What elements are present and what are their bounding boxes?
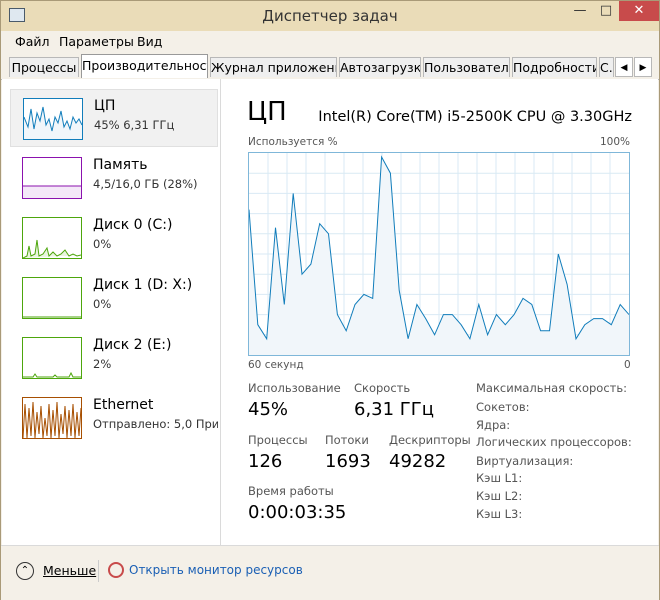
tab-users[interactable]: Пользователи xyxy=(423,57,510,77)
menu-options[interactable]: Параметры xyxy=(59,34,134,49)
resource-list: ЦП 45% 6,31 ГГц Память 4,5/16,0 ГБ (28%) xyxy=(2,79,221,545)
fewer-details-icon[interactable]: ⌃ xyxy=(16,562,34,580)
resource-disk-2-sub: 2% xyxy=(93,357,112,371)
resource-memory-name: Память xyxy=(93,157,148,173)
resource-cpu-name: ЦП xyxy=(94,98,116,114)
cpu-thumbnail-graph xyxy=(23,98,83,140)
resource-ethernet-sub: Отправлено: 5,0 Принято xyxy=(93,417,218,431)
usage-value: 45% xyxy=(248,399,289,420)
graph-bottom-right-label: 0 xyxy=(624,359,631,371)
tab-scroll-left-button[interactable]: ◀ xyxy=(615,57,633,77)
tab-app-history[interactable]: Журнал приложений xyxy=(210,57,337,77)
graph-bottom-left-label: 60 секунд xyxy=(248,359,304,371)
resource-disk-0-sub: 0% xyxy=(93,237,112,251)
fewer-details-button[interactable]: Меньше xyxy=(43,563,97,578)
resource-disk-1-name: Диск 1 (D: X:) xyxy=(93,277,193,293)
cpu-detail-pane: ЦП Intel(R) Core(TM) i5-2500K CPU @ 3.30… xyxy=(221,79,658,545)
resource-cpu-sub: 45% 6,31 ГГц xyxy=(94,118,175,132)
disk-2-thumbnail-graph xyxy=(22,337,82,379)
cpu-model-name: Intel(R) Core(TM) i5-2500K CPU @ 3.30GHz xyxy=(318,109,632,125)
cpu-usage-graph xyxy=(248,152,630,356)
disk-0-thumbnail-graph xyxy=(22,217,82,259)
graph-top-left-label: Используется % xyxy=(248,136,338,148)
separator xyxy=(98,560,99,582)
l1-cache-label: Кэш L1: xyxy=(476,471,523,485)
threads-label: Потоки xyxy=(325,433,369,447)
speed-label: Скорость xyxy=(354,381,411,395)
handles-value: 49282 xyxy=(389,451,447,472)
tab-scroll-right-button[interactable]: ▶ xyxy=(634,57,652,77)
uptime-value: 0:00:03:35 xyxy=(248,502,347,523)
resource-ethernet-name: Ethernet xyxy=(93,397,154,413)
close-button[interactable]: ✕ xyxy=(619,1,659,21)
l3-cache-label: Кэш L3: xyxy=(476,507,523,521)
processes-value: 126 xyxy=(248,451,283,472)
uptime-label: Время работы xyxy=(248,484,334,498)
menu-file[interactable]: Файл xyxy=(15,34,50,49)
tab-services[interactable]: С... xyxy=(599,57,614,77)
resource-memory-sub: 4,5/16,0 ГБ (28%) xyxy=(93,177,198,191)
cpu-usage-line xyxy=(248,155,630,341)
tab-details[interactable]: Подробности xyxy=(512,57,597,77)
cpu-usage-graph-svg xyxy=(248,153,630,355)
resource-disk-0-name: Диск 0 (C:) xyxy=(93,217,173,233)
disk-1-thumbnail-graph xyxy=(22,277,82,319)
bottom-bar: ⌃ Меньше Открыть монитор ресурсов xyxy=(1,545,659,600)
ethernet-thumbnail-graph xyxy=(22,397,82,439)
window-title: Диспетчер задач xyxy=(262,7,398,25)
task-manager-icon xyxy=(9,8,25,22)
logical-processors-label: Логических процессоров: xyxy=(476,435,632,449)
open-resource-monitor-link[interactable]: Открыть монитор ресурсов xyxy=(129,563,303,577)
virtualization-label: Виртуализация: xyxy=(476,454,574,468)
resource-ethernet[interactable]: Ethernet Отправлено: 5,0 Принято xyxy=(10,389,218,447)
resource-memory[interactable]: Память 4,5/16,0 ГБ (28%) xyxy=(10,149,218,207)
sockets-label: Сокетов: xyxy=(476,400,530,414)
graph-top-right-label: 100% xyxy=(599,136,630,148)
cpu-usage-area xyxy=(249,157,629,355)
cores-label: Ядра: xyxy=(476,418,511,432)
resource-cpu[interactable]: ЦП 45% 6,31 ГГц xyxy=(10,89,218,147)
menu-bar: Файл Параметры Вид xyxy=(1,31,659,53)
memory-thumbnail-graph xyxy=(22,157,82,199)
speed-value: 6,31 ГГц xyxy=(354,399,435,420)
maximize-button[interactable]: □ xyxy=(599,3,613,18)
resource-disk-1[interactable]: Диск 1 (D: X:) 0% xyxy=(10,269,218,327)
tab-startup[interactable]: Автозагрузка xyxy=(339,57,421,77)
resource-disk-2[interactable]: Диск 2 (E:) 2% xyxy=(10,329,218,387)
resource-disk-2-name: Диск 2 (E:) xyxy=(93,337,172,353)
l2-cache-label: Кэш L2: xyxy=(476,489,523,503)
usage-label: Использование xyxy=(248,381,341,395)
max-speed-label: Максимальная скорость: xyxy=(476,381,628,395)
resource-disk-1-sub: 0% xyxy=(93,297,112,311)
title-bar[interactable]: Диспетчер задач — □ ✕ xyxy=(1,1,659,31)
threads-value: 1693 xyxy=(325,451,371,472)
processes-label: Процессы xyxy=(248,433,308,447)
tab-performance[interactable]: Производительность xyxy=(81,54,208,78)
resource-disk-0[interactable]: Диск 0 (C:) 0% xyxy=(10,209,218,267)
handles-label: Дескрипторы xyxy=(389,433,471,447)
detail-title: ЦП xyxy=(247,97,287,127)
minimize-button[interactable]: — xyxy=(573,3,587,18)
resource-monitor-icon[interactable] xyxy=(108,562,124,578)
menu-view[interactable]: Вид xyxy=(137,34,163,49)
tab-bar: Процессы Производительность Журнал прило… xyxy=(1,53,659,80)
tab-processes[interactable]: Процессы xyxy=(9,57,79,77)
main-content: ЦП 45% 6,31 ГГц Память 4,5/16,0 ГБ (28%) xyxy=(2,79,658,545)
